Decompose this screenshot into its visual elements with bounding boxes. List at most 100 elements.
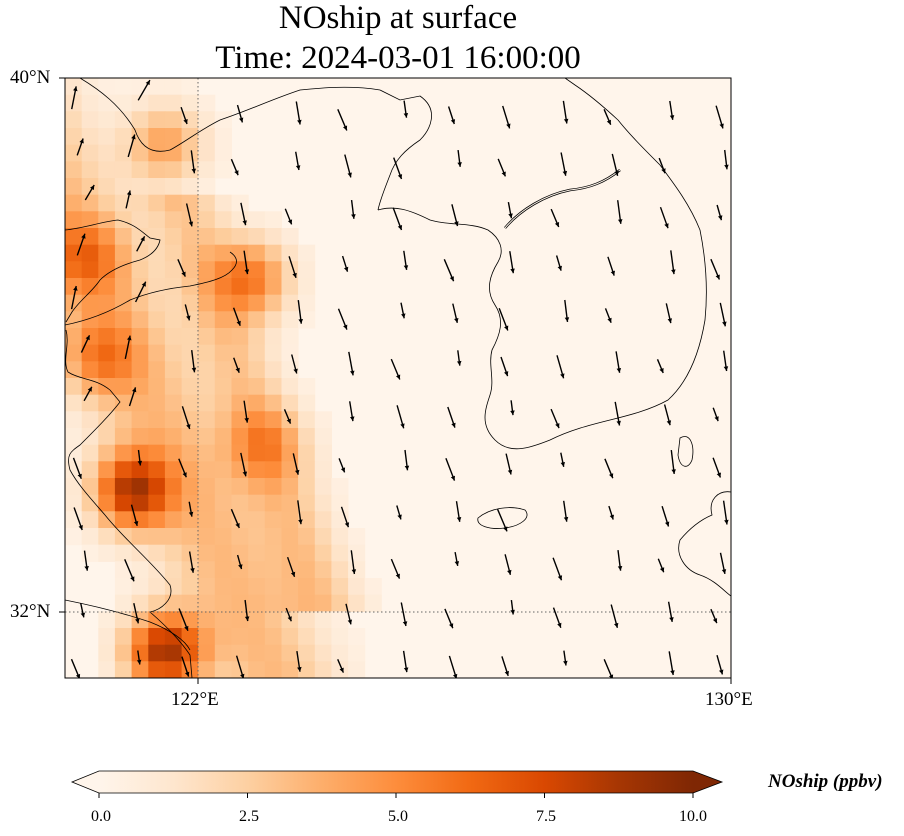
heat-cell-66 <box>65 194 83 212</box>
wind-vector-104 <box>73 507 83 531</box>
heat-cell-1 <box>81 78 99 96</box>
wind-vector-94 <box>240 452 248 477</box>
heat-cell-350 <box>81 511 99 529</box>
heat-cell-168 <box>131 311 149 329</box>
wind-vector-155 <box>716 655 724 675</box>
heat-cell-378 <box>264 528 282 546</box>
liaodong-coastline <box>79 78 432 211</box>
heat-cell-48 <box>81 161 99 179</box>
heat-cell-283 <box>65 444 83 462</box>
heat-cell-329 <box>298 478 316 496</box>
heat-cell-265 <box>298 411 316 429</box>
heat-cell-496 <box>114 661 133 678</box>
heat-cell-432 <box>114 594 133 612</box>
heat-cell-226 <box>148 378 166 396</box>
heat-cell-316 <box>81 478 99 496</box>
heat-cell-396 <box>281 544 299 562</box>
wind-vector-73 <box>500 356 509 377</box>
heat-cell-111 <box>181 244 199 262</box>
wind-vector-110 <box>396 505 402 520</box>
heat-cell-232 <box>248 378 266 396</box>
heat-cell-348 <box>331 494 349 512</box>
heat-cell-461 <box>314 611 332 629</box>
heat-cell-138 <box>131 278 149 296</box>
wind-vector-0 <box>71 86 78 110</box>
heat-cell-285 <box>98 444 116 462</box>
heat-cell-59 <box>98 178 116 196</box>
wind-vector-39 <box>76 233 86 256</box>
heat-cell-65 <box>198 178 216 196</box>
wind-vector-83 <box>349 401 355 422</box>
heat-cell-468 <box>181 628 199 646</box>
wind-vector-20 <box>457 150 462 167</box>
wind-vector-119 <box>188 551 195 573</box>
heat-cell-150 <box>81 294 99 312</box>
heat-cell-397 <box>298 544 316 562</box>
heat-cell-440 <box>248 594 266 612</box>
heat-cell-485 <box>198 644 216 662</box>
heat-cell-253 <box>98 411 116 429</box>
heat-cell-231 <box>231 378 249 396</box>
wind-vector-115 <box>661 505 670 527</box>
heat-cell-370 <box>131 528 149 546</box>
heat-cell-217 <box>231 361 249 379</box>
heat-cell-406 <box>198 561 216 579</box>
wind-vector-78 <box>83 386 93 402</box>
wind-vector-38 <box>716 204 723 221</box>
heat-cell-91 <box>81 228 99 246</box>
heat-cell-247 <box>248 394 266 412</box>
heat-cell-373 <box>181 528 199 546</box>
heat-cell-49 <box>98 161 116 179</box>
heat-cell-75 <box>214 194 232 212</box>
heat-cell-130 <box>248 261 266 279</box>
jeju-island <box>477 507 528 529</box>
wind-vector-136 <box>400 602 408 627</box>
heat-cell-294 <box>248 444 266 462</box>
heat-cell-446 <box>348 594 366 612</box>
heat-cell-328 <box>281 478 299 496</box>
heat-cell-179 <box>65 328 83 346</box>
wind-vector-109 <box>340 506 350 528</box>
wind-vector-64 <box>719 302 727 327</box>
heat-cell-118 <box>298 244 316 262</box>
wind-vector-148 <box>337 659 345 673</box>
heat-cell-20 <box>114 111 133 129</box>
heat-cell-87 <box>231 211 249 229</box>
heat-cell-126 <box>181 261 199 279</box>
heat-cell-494 <box>348 644 366 662</box>
lat-tick-label-32n: 32°N <box>10 601 51 622</box>
wind-vector-107 <box>230 508 240 529</box>
heat-cell-288 <box>148 444 166 462</box>
heat-cell-360 <box>248 511 266 529</box>
wind-vector-10 <box>603 109 612 125</box>
heat-cell-14 <box>164 94 183 112</box>
heat-cell-21 <box>131 111 149 129</box>
wind-vector-29 <box>240 202 247 226</box>
heat-cell-273 <box>164 428 183 446</box>
heat-cell-175 <box>248 311 266 329</box>
grid-lines <box>65 78 731 678</box>
heat-cell-176 <box>264 311 282 329</box>
heat-cell-101 <box>248 228 266 246</box>
wind-vector-21 <box>497 158 507 177</box>
heat-cell-167 <box>114 311 133 329</box>
heat-cell-277 <box>231 428 249 446</box>
heat-cell-357 <box>198 511 216 529</box>
heat-cell-437 <box>198 594 216 612</box>
heat-cell-260 <box>214 411 232 429</box>
heat-cell-420 <box>181 578 199 596</box>
heat-cell-374 <box>198 528 216 546</box>
heat-cell-0 <box>65 78 83 96</box>
colorbar-tick-2-5: 2.5 <box>239 808 259 825</box>
heat-cell-363 <box>298 511 316 529</box>
heat-cell-290 <box>181 444 199 462</box>
colorbar-tick-10: 10.0 <box>679 808 707 825</box>
wind-vector-103 <box>712 457 722 478</box>
heat-cell-423 <box>231 578 249 596</box>
heat-cell-486 <box>214 644 232 662</box>
heat-cell-180 <box>81 328 99 346</box>
heat-cell-12 <box>131 94 149 112</box>
heat-cell-70 <box>131 194 149 212</box>
heat-cell-346 <box>298 494 316 512</box>
heat-cell-83 <box>164 211 183 229</box>
